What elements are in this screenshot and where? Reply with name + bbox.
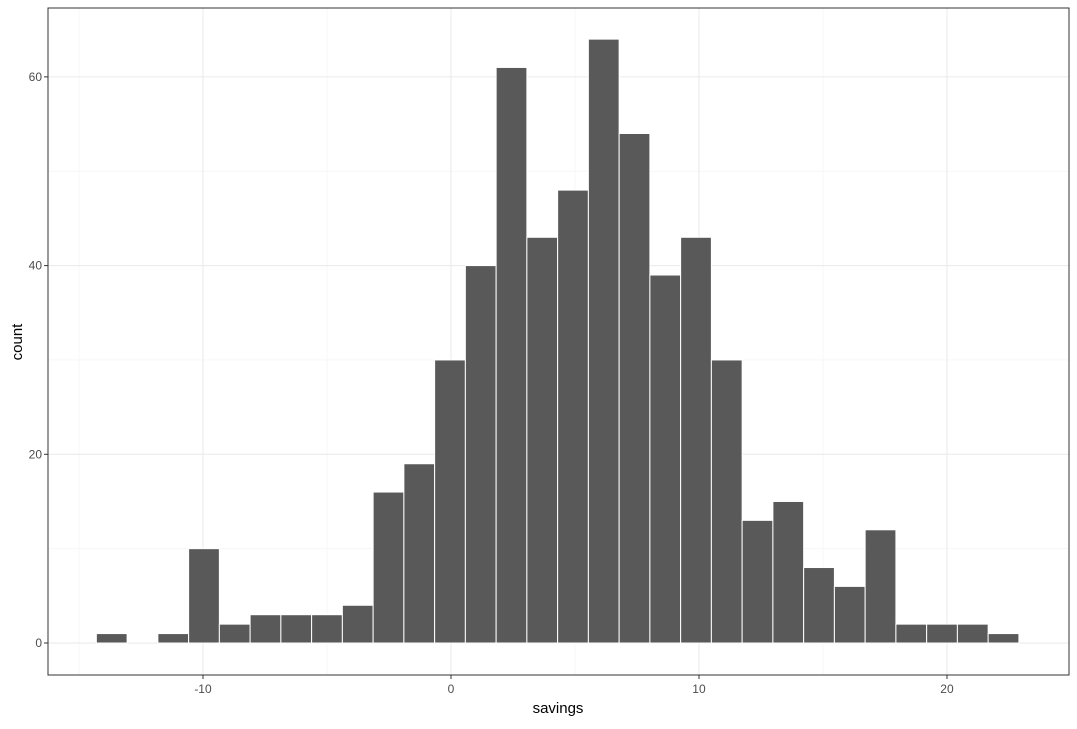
bar (311, 614, 343, 644)
bar (741, 519, 774, 644)
bar (710, 359, 743, 644)
bar (587, 38, 620, 644)
x-axis-title: savings (533, 700, 584, 717)
x-tick-label: -10 (194, 682, 212, 696)
panel-border (47, 7, 1070, 676)
bar (526, 236, 559, 644)
bar (157, 633, 190, 644)
x-tick-label: 0 (448, 682, 455, 696)
bar (557, 189, 589, 644)
bar (280, 614, 313, 644)
bar (803, 567, 835, 644)
bar (680, 236, 712, 644)
bar (833, 585, 866, 644)
bar (341, 604, 374, 644)
bar (649, 274, 682, 644)
y-tick-label: 0 (35, 636, 42, 650)
bar (372, 491, 405, 644)
bar (249, 614, 282, 644)
bar (895, 623, 928, 644)
bar (956, 623, 989, 644)
bar (926, 623, 958, 644)
bar (864, 529, 897, 644)
y-tick-label: 60 (29, 70, 43, 84)
bar (218, 623, 251, 644)
bar (188, 548, 220, 644)
bar (434, 359, 466, 644)
bar (495, 66, 528, 644)
x-tick-label: 20 (940, 682, 954, 696)
bar (987, 633, 1020, 644)
x-tick-label: 10 (692, 682, 706, 696)
bar (464, 265, 497, 644)
y-tick-label: 40 (29, 259, 43, 273)
y-tick-label: 20 (29, 447, 43, 461)
bar (618, 132, 651, 644)
bar (772, 500, 805, 644)
bars (95, 38, 1020, 644)
bar (95, 633, 128, 644)
bar (403, 463, 436, 644)
y-axis-title: count (9, 323, 26, 361)
